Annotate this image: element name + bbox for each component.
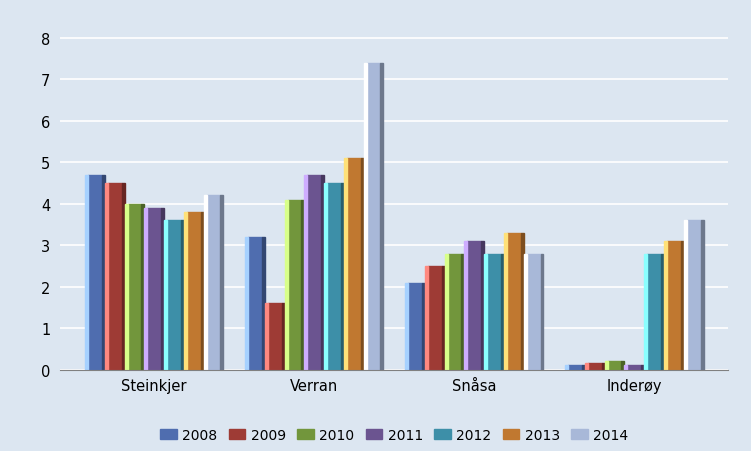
- Bar: [181, 221, 184, 370]
- Bar: [464, 242, 467, 370]
- Bar: [605, 362, 608, 370]
- Bar: [204, 196, 207, 370]
- Bar: [624, 366, 627, 370]
- Bar: [647, 254, 661, 370]
- Bar: [102, 175, 105, 370]
- Bar: [467, 242, 481, 370]
- Bar: [487, 254, 501, 370]
- Bar: [701, 221, 704, 370]
- Bar: [265, 304, 268, 370]
- Bar: [262, 237, 265, 370]
- Bar: [285, 200, 288, 370]
- Bar: [568, 366, 582, 370]
- Bar: [644, 254, 647, 370]
- Bar: [201, 212, 204, 370]
- Bar: [461, 254, 464, 370]
- Bar: [184, 212, 187, 370]
- Bar: [88, 175, 102, 370]
- Bar: [304, 175, 307, 370]
- Bar: [448, 254, 461, 370]
- Bar: [481, 242, 484, 370]
- Bar: [585, 364, 588, 370]
- Bar: [541, 254, 544, 370]
- Bar: [425, 267, 428, 370]
- Bar: [363, 64, 366, 370]
- Bar: [582, 366, 585, 370]
- Bar: [504, 233, 507, 370]
- Bar: [428, 267, 442, 370]
- Bar: [341, 184, 344, 370]
- Bar: [523, 254, 526, 370]
- Bar: [288, 200, 301, 370]
- Bar: [147, 208, 161, 370]
- Bar: [324, 184, 327, 370]
- Bar: [144, 208, 147, 370]
- Bar: [85, 175, 88, 370]
- Bar: [686, 221, 701, 370]
- Bar: [128, 204, 141, 370]
- Bar: [245, 237, 248, 370]
- Bar: [344, 159, 347, 370]
- Bar: [588, 364, 602, 370]
- Bar: [161, 208, 164, 370]
- Bar: [501, 254, 504, 370]
- Bar: [327, 184, 341, 370]
- Bar: [282, 304, 285, 370]
- Bar: [207, 196, 221, 370]
- Bar: [442, 267, 445, 370]
- Bar: [507, 233, 520, 370]
- Bar: [681, 242, 683, 370]
- Bar: [167, 221, 181, 370]
- Bar: [307, 175, 321, 370]
- Bar: [221, 196, 223, 370]
- Legend: 2008, 2009, 2010, 2011, 2012, 2013, 2014: 2008, 2009, 2010, 2011, 2012, 2013, 2014: [155, 423, 634, 447]
- Bar: [484, 254, 487, 370]
- Bar: [105, 184, 107, 370]
- Bar: [347, 159, 360, 370]
- Bar: [381, 64, 384, 370]
- Bar: [566, 366, 568, 370]
- Bar: [122, 184, 125, 370]
- Bar: [125, 204, 128, 370]
- Bar: [141, 204, 144, 370]
- Bar: [661, 254, 664, 370]
- Bar: [366, 64, 381, 370]
- Bar: [641, 366, 644, 370]
- Bar: [664, 242, 667, 370]
- Bar: [602, 364, 605, 370]
- Bar: [107, 184, 122, 370]
- Bar: [360, 159, 363, 370]
- Bar: [608, 362, 622, 370]
- Bar: [268, 304, 282, 370]
- Bar: [683, 221, 686, 370]
- Bar: [164, 221, 167, 370]
- Bar: [301, 200, 304, 370]
- Bar: [520, 233, 523, 370]
- Bar: [405, 283, 408, 370]
- Bar: [667, 242, 681, 370]
- Bar: [622, 362, 624, 370]
- Bar: [526, 254, 541, 370]
- Bar: [408, 283, 422, 370]
- Bar: [422, 283, 425, 370]
- Bar: [321, 175, 324, 370]
- Bar: [445, 254, 448, 370]
- Bar: [627, 366, 641, 370]
- Bar: [248, 237, 262, 370]
- Bar: [187, 212, 201, 370]
